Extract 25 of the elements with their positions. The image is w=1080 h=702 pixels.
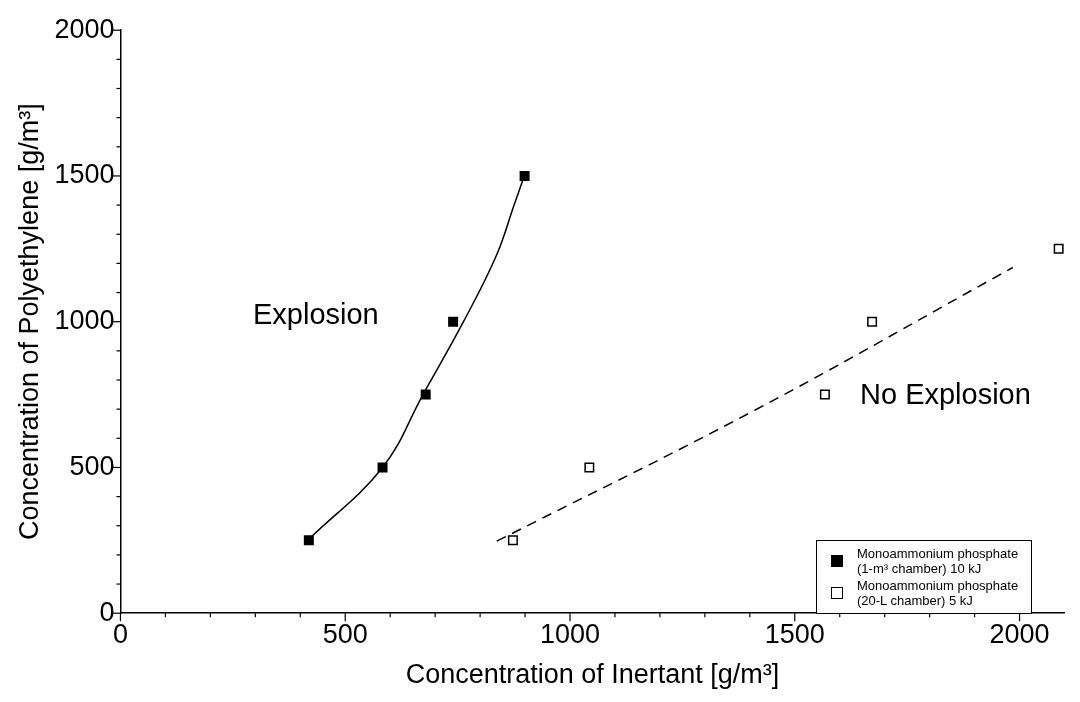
point bbox=[819, 389, 830, 400]
y-tick-label: 0 bbox=[99, 596, 115, 627]
legend-label: Monoammonium phosphate (1-m³ chamber) 10 kJ bbox=[857, 546, 1020, 576]
x-tick-label: 2000 bbox=[989, 618, 1050, 649]
point bbox=[867, 316, 878, 327]
x-tick-label: 1000 bbox=[539, 618, 601, 649]
y-tick-label: 1500 bbox=[54, 159, 115, 190]
point bbox=[377, 462, 388, 473]
x-tick-label: 500 bbox=[322, 618, 368, 649]
annotation: Explosion bbox=[253, 298, 379, 331]
y-tick-label: 2000 bbox=[54, 13, 115, 44]
point bbox=[448, 316, 459, 327]
point bbox=[584, 462, 595, 473]
point bbox=[420, 389, 431, 400]
point bbox=[519, 170, 530, 181]
y-tick-label: 1000 bbox=[54, 305, 115, 336]
point bbox=[507, 535, 518, 546]
y-tick-label: 500 bbox=[69, 450, 115, 481]
y-axis-title: Concentration of Polyethylene [g/m³] bbox=[13, 103, 44, 541]
point bbox=[303, 535, 314, 546]
legend-label: Monoammonium phosphate (20-L chamber) 5 kJ bbox=[857, 578, 1020, 608]
x-tick-label: 1500 bbox=[764, 618, 825, 649]
annotation: No Explosion bbox=[860, 378, 1031, 411]
point bbox=[1053, 243, 1064, 254]
x-axis-title: Concentration of Inertant [g/m³] bbox=[405, 659, 780, 690]
